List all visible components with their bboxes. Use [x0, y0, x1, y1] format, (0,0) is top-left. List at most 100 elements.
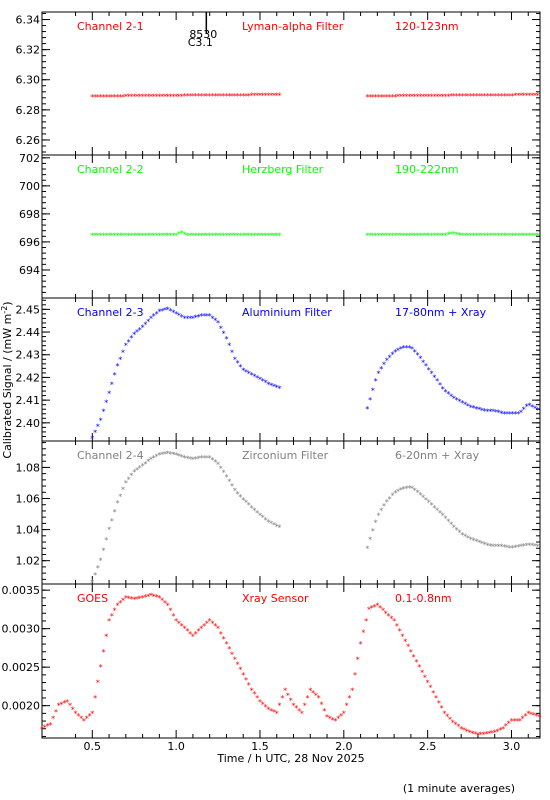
data-point: *	[532, 711, 536, 720]
data-point: *	[452, 524, 456, 533]
data-point: *	[499, 232, 503, 241]
panel-1: 6.26 6.28 6.30 6.32 6.34 Channel 2-1 Lyman-alp…	[16, 11, 541, 156]
data-point: *	[410, 345, 414, 354]
data-point: *	[328, 714, 332, 723]
data-point: *	[513, 92, 517, 101]
data-point: *	[446, 518, 450, 527]
data-point: *	[160, 307, 164, 316]
data-point: *	[65, 698, 69, 707]
data-point: *	[241, 92, 245, 101]
data-point: *	[424, 232, 428, 241]
data-point: *	[458, 231, 462, 240]
data-point: *	[110, 93, 114, 102]
data-point: *	[143, 232, 147, 241]
data-point: *	[149, 232, 153, 241]
data-point: *	[511, 92, 515, 101]
data-point: *	[446, 92, 450, 101]
data-point: *	[233, 355, 237, 364]
data-point: *	[438, 509, 442, 518]
data-point: *	[275, 709, 279, 718]
data-point: *	[382, 502, 386, 511]
data-point: *	[90, 93, 94, 102]
data-point: *	[191, 92, 195, 101]
data-point: *	[183, 92, 187, 101]
data-point: *	[121, 232, 125, 241]
data-point: *	[432, 232, 436, 241]
data-point: *	[224, 92, 228, 101]
data-point: *	[124, 594, 128, 603]
data-point: *	[244, 368, 248, 377]
data-point: *	[185, 92, 189, 101]
data-point: *	[390, 350, 394, 359]
data-point: *	[266, 706, 270, 715]
data-point: *	[455, 526, 459, 535]
y-tick-label: 698	[19, 208, 40, 221]
data-point: *	[227, 92, 231, 101]
data-point: *	[157, 232, 161, 241]
data-point: *	[502, 232, 506, 241]
data-point: *	[104, 93, 108, 102]
data-point: *	[68, 702, 72, 711]
data-point: *	[460, 399, 464, 408]
y-tick-label: 6.32	[16, 44, 41, 57]
data-point: *	[224, 335, 228, 344]
data-point: *	[455, 396, 459, 405]
data-point: *	[216, 92, 220, 101]
data-point: *	[388, 495, 392, 504]
data-point: *	[143, 593, 147, 602]
data-point: *	[272, 92, 276, 101]
data-point: *	[141, 232, 145, 241]
data-point: *	[350, 686, 354, 695]
data-point: *	[216, 460, 220, 469]
data-point: *	[194, 92, 198, 101]
data-point: *	[264, 232, 268, 241]
panel-frame	[41, 583, 541, 739]
data-point: *	[480, 406, 484, 415]
data-point: *	[48, 721, 52, 730]
data-point: *	[118, 93, 122, 102]
data-point: *	[522, 542, 526, 551]
data-point: *	[101, 93, 105, 102]
data-point: *	[427, 232, 431, 241]
data-point: *	[418, 93, 422, 102]
y-tick-label: 2.44	[16, 326, 41, 339]
data-point: *	[247, 370, 251, 379]
data-point: *	[480, 92, 484, 101]
data-point: *	[413, 93, 417, 102]
data-point: *	[82, 717, 86, 726]
data-point: *	[238, 232, 242, 241]
data-point: *	[132, 93, 136, 102]
data-point: *	[174, 232, 178, 241]
data-point: *	[264, 92, 268, 101]
data-point: *	[499, 409, 503, 418]
data-point: *	[382, 232, 386, 241]
data-point: *	[138, 93, 142, 102]
data-point: *	[452, 394, 456, 403]
x-tick-label: 1.0	[167, 740, 185, 753]
data-point: *	[227, 645, 231, 654]
data-point: *	[537, 713, 541, 722]
data-point: *	[375, 602, 379, 611]
panels: 6.26 6.28 6.30 6.32 6.34 Channel 2-1 Lyman-alp…	[2, 11, 541, 753]
data-point: *	[213, 92, 217, 101]
data-point: *	[385, 356, 389, 365]
data-point: *	[513, 544, 517, 553]
data-point: *	[160, 596, 164, 605]
data-point: *	[471, 536, 475, 545]
data-point: *	[219, 464, 223, 473]
data-point: *	[488, 407, 492, 416]
data-point: *	[208, 617, 212, 626]
data-point: *	[426, 679, 430, 688]
data-point: *	[101, 546, 105, 555]
data-point: *	[152, 454, 156, 463]
data-point: *	[416, 351, 420, 360]
data-point: *	[269, 232, 273, 241]
data-point: *	[505, 232, 509, 241]
data-point: *	[491, 542, 495, 551]
data-point: *	[406, 643, 410, 652]
panel-5: 0.0020 0.0025 0.0030 0.0035 GOES Xray Sensor 0…	[2, 583, 541, 740]
data-point: *	[191, 632, 195, 641]
data-point: *	[494, 92, 498, 101]
data-point: *	[536, 542, 540, 551]
data-point: *	[104, 536, 108, 545]
